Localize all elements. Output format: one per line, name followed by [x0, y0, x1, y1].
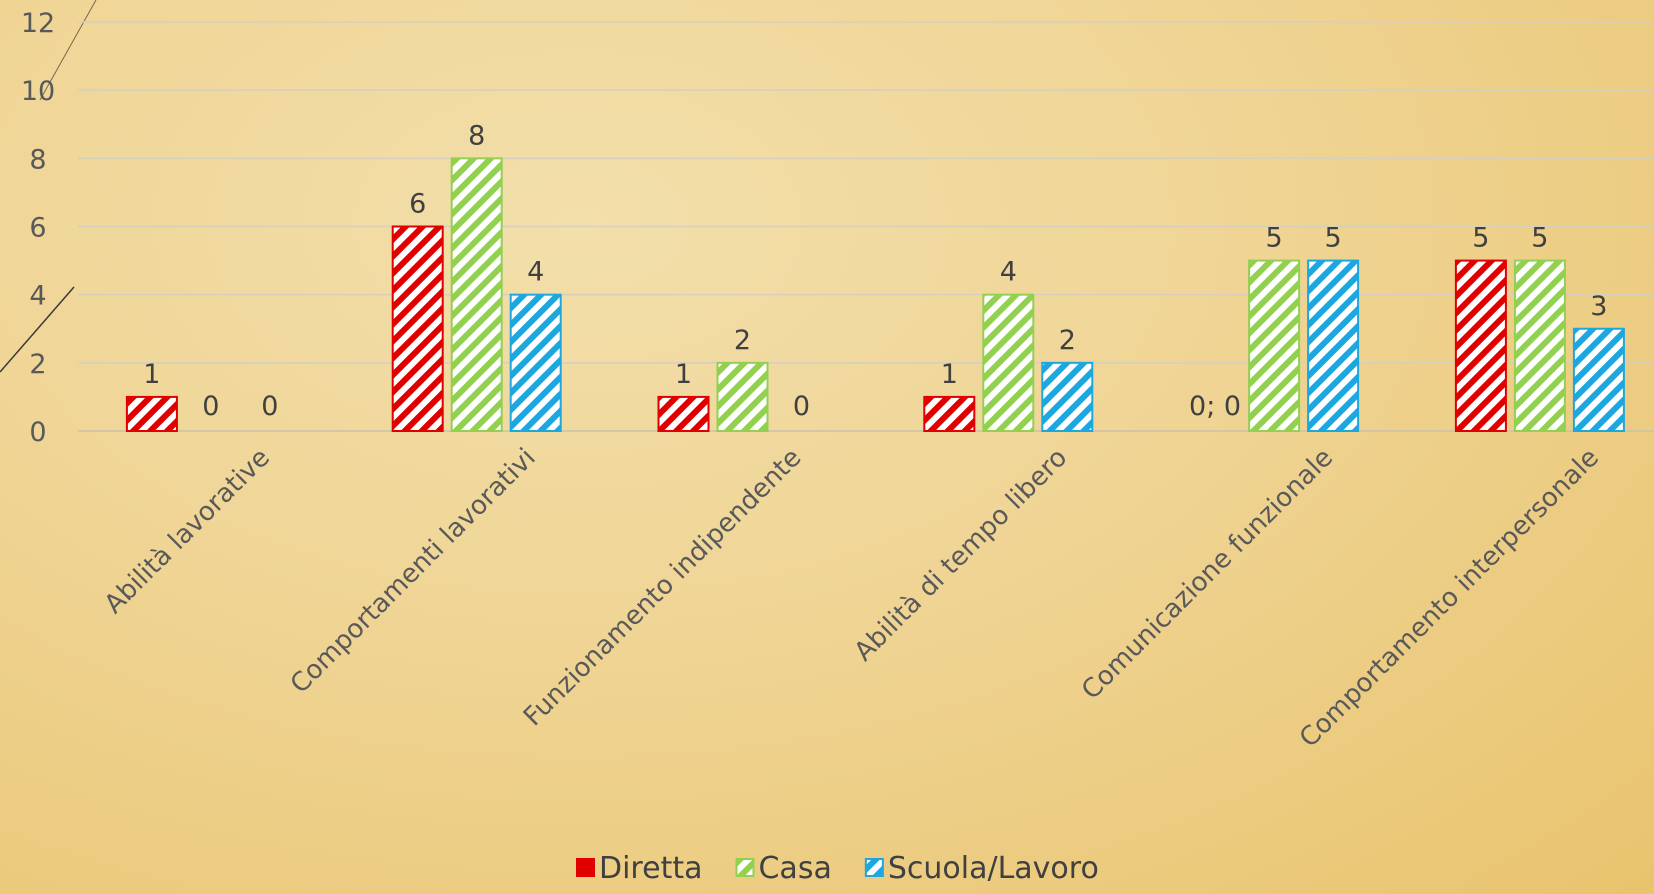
category-label: Comportamenti lavorativi: [285, 443, 542, 700]
bar-diretta: [1454, 259, 1507, 433]
data-label: 5: [1325, 223, 1342, 254]
data-label: 5: [1266, 223, 1283, 254]
category-label: Funzionamento indipendente: [518, 443, 808, 733]
bar-diretta: [923, 395, 976, 432]
data-label: 0; 0: [1189, 391, 1241, 422]
bar-scuola-lavoro: [1307, 259, 1360, 433]
data-label: 8: [468, 120, 485, 151]
data-label: 1: [143, 359, 160, 390]
data-label: 1: [675, 359, 692, 390]
bar-diretta: [125, 395, 178, 432]
bar-scuola-lavoro: [1572, 327, 1625, 432]
legend-swatch-casa: [735, 858, 755, 877]
category-label: Abilità lavorative: [99, 443, 276, 620]
bar-casa: [982, 293, 1035, 432]
y-tick-label: 10: [21, 76, 55, 107]
bar-scuola-lavoro: [509, 293, 562, 432]
bar-casa: [450, 157, 503, 432]
bars: [125, 157, 1625, 433]
data-label: 4: [527, 257, 544, 288]
bar-scuola-lavoro: [1041, 361, 1094, 433]
legend-label: Diretta: [599, 851, 702, 886]
data-label: 2: [1059, 325, 1076, 356]
bar-casa: [1248, 259, 1301, 433]
data-label: 2: [734, 325, 751, 356]
category-label: Comportamento interpersonale: [1294, 443, 1605, 754]
data-label: 0: [793, 391, 810, 422]
data-label: 6: [409, 189, 426, 220]
legend-label: Scuola/Lavoro: [888, 851, 1099, 886]
legend-label: Casa: [758, 851, 831, 886]
y-tick-label: 8: [29, 144, 46, 175]
category-label: Comunicazione funzionale: [1076, 443, 1339, 706]
legend: Diretta Casa Scuola/Lavoro: [576, 851, 1099, 886]
data-labels: 1 0 0 6 8 4 1 2 0 1 4 2 0; 0 5 5 5 5 3: [143, 120, 1607, 422]
bar-diretta: [657, 395, 710, 432]
y-axis-ticks: 0 2 4 6 8 10 12: [21, 8, 55, 448]
y-tick-label: 6: [29, 213, 46, 244]
data-label: 5: [1531, 223, 1548, 254]
data-label: 4: [1000, 257, 1017, 288]
gridlines: [78, 21, 1654, 432]
category-label: Abilità di tempo libero: [849, 443, 1074, 668]
slide-decoration: [0, 0, 97, 373]
legend-swatch-diretta: [576, 858, 595, 877]
bar-casa: [1513, 259, 1566, 433]
data-label: 0: [261, 391, 278, 422]
y-tick-label: 2: [29, 349, 46, 380]
bar-casa: [716, 361, 769, 433]
data-label: 1: [941, 359, 958, 390]
data-label: 3: [1590, 291, 1607, 322]
data-label: 5: [1472, 223, 1489, 254]
decor-line: [39, 0, 97, 101]
y-tick-label: 4: [29, 281, 46, 312]
legend-swatch-scuola-lavoro: [864, 858, 884, 877]
y-tick-label: 12: [21, 8, 55, 39]
bar-diretta: [391, 225, 444, 432]
y-tick-label: 0: [29, 417, 46, 448]
category-labels: Abilità lavorative Comportamenti lavorati…: [99, 443, 1605, 754]
data-label: 0: [202, 391, 219, 422]
decor-line: [0, 286, 75, 373]
